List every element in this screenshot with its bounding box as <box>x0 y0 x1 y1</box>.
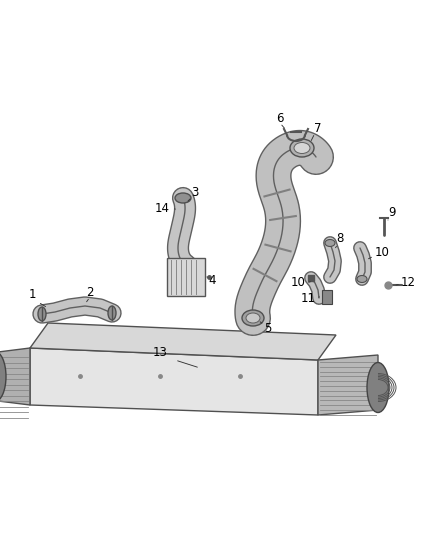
Ellipse shape <box>242 310 264 326</box>
Polygon shape <box>0 348 30 405</box>
Text: 10: 10 <box>290 277 305 289</box>
Text: 1: 1 <box>28 288 36 302</box>
Text: 9: 9 <box>388 206 396 219</box>
Ellipse shape <box>294 142 310 154</box>
Text: 2: 2 <box>86 286 94 298</box>
Text: 14: 14 <box>155 201 170 214</box>
Text: 5: 5 <box>264 321 272 335</box>
Text: 12: 12 <box>400 277 416 289</box>
Polygon shape <box>318 355 378 415</box>
Ellipse shape <box>38 307 46 321</box>
Text: 6: 6 <box>276 111 284 125</box>
Ellipse shape <box>0 351 6 401</box>
Text: 4: 4 <box>208 273 216 287</box>
Bar <box>167 258 205 296</box>
Polygon shape <box>30 348 318 415</box>
Ellipse shape <box>108 306 116 320</box>
Bar <box>322 290 332 304</box>
Text: 10: 10 <box>374 246 389 260</box>
Ellipse shape <box>246 313 260 323</box>
Text: 3: 3 <box>191 187 199 199</box>
Ellipse shape <box>290 139 314 157</box>
Text: 13: 13 <box>152 346 167 359</box>
Text: 7: 7 <box>314 122 322 134</box>
Text: 11: 11 <box>300 292 315 304</box>
Polygon shape <box>30 323 336 360</box>
Ellipse shape <box>325 239 335 246</box>
Ellipse shape <box>175 193 191 203</box>
Ellipse shape <box>357 276 367 282</box>
Text: 8: 8 <box>336 231 344 245</box>
Ellipse shape <box>367 362 389 413</box>
